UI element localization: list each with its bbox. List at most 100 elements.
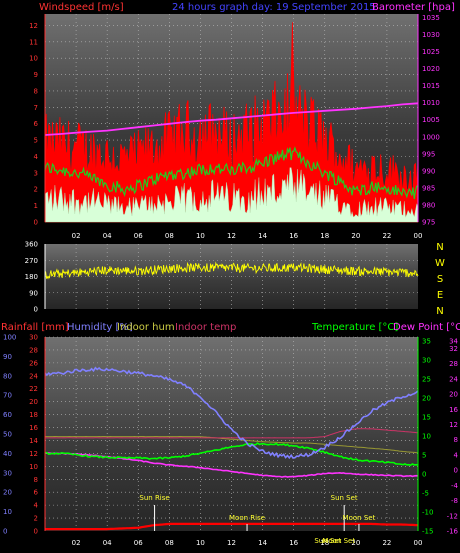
x-tick-label: 00 bbox=[414, 232, 423, 240]
x-tick-label: 14 bbox=[258, 232, 267, 240]
barometer-tick-label: 990 bbox=[422, 167, 435, 175]
temperature-tick-label: 30 bbox=[422, 356, 431, 364]
barometer-tick-label: 995 bbox=[422, 150, 435, 158]
barometer-tick-label: 975 bbox=[422, 219, 435, 227]
x-tick-label: 14 bbox=[258, 539, 267, 547]
wind-tick-label: 0 bbox=[34, 219, 38, 227]
x-tick-label: 12 bbox=[227, 539, 236, 547]
rainfall-tick-label: 28 bbox=[29, 346, 38, 354]
barometer-tick-label: 1005 bbox=[422, 116, 440, 124]
wind-tick-label: 1 bbox=[34, 202, 38, 210]
dew-point-tick-label: 0 bbox=[454, 467, 458, 475]
wind-direction-series bbox=[44, 261, 419, 280]
dew-point-tick-label: -12 bbox=[447, 512, 458, 520]
x-tick-label: 06 bbox=[134, 539, 143, 547]
barometer-label: Barometer [hpa] bbox=[372, 2, 455, 13]
temperature-tick-label: -5 bbox=[422, 489, 429, 497]
x-tick-label: 04 bbox=[103, 539, 112, 547]
sun-rise-marker-label: Sun Rise bbox=[139, 494, 169, 502]
rainfall-tick-label: 4 bbox=[34, 502, 39, 510]
indoor-temp-label: Indoor temp bbox=[175, 322, 236, 333]
direction-tick-label: 360 bbox=[25, 241, 38, 249]
graph-title: 24 hours graph day: 19 September 2015 bbox=[172, 2, 376, 13]
wind-panel-data bbox=[44, 22, 419, 223]
rainfall-tick-label: 24 bbox=[29, 372, 38, 380]
indoor-temp-series bbox=[44, 428, 419, 439]
temperature-tick-label: 25 bbox=[422, 375, 431, 383]
humidity-tick-label: 50 bbox=[3, 431, 12, 439]
rainfall-tick-label: 6 bbox=[34, 489, 39, 497]
dew-point-tick-label: -16 bbox=[447, 528, 459, 536]
dew-point-tick-label: -8 bbox=[451, 497, 458, 505]
indoor-hum-label: Indoor hum bbox=[117, 322, 175, 333]
temperature-tick-label: 0 bbox=[422, 470, 426, 478]
dew-point-tick-label: -4 bbox=[451, 482, 459, 490]
temperature-series bbox=[44, 442, 419, 467]
climate-panel-axes: 0102030405060708090100024681012141618202… bbox=[3, 334, 459, 548]
rainfall-tick-label: 26 bbox=[29, 359, 38, 367]
dew-point-tick-label: 8 bbox=[454, 436, 458, 444]
rainfall-tick-label: 0 bbox=[34, 528, 38, 536]
barometer-tick-label: 1020 bbox=[422, 65, 440, 73]
compass-letter: E bbox=[437, 290, 443, 301]
wind-tick-label: 4 bbox=[34, 153, 39, 161]
x-tick-label: 10 bbox=[196, 539, 205, 547]
direction-panel-grid bbox=[45, 244, 418, 309]
direction-tick-label: 0 bbox=[34, 306, 38, 314]
moon-set-small-label: Moon Set bbox=[322, 537, 355, 545]
dew-point-tick-label: 28 bbox=[449, 360, 458, 368]
direction-tick-label: 180 bbox=[25, 273, 38, 281]
rainfall-tick-label: 22 bbox=[29, 385, 38, 393]
indoor-hum-series bbox=[44, 435, 419, 454]
humidity-tick-label: 90 bbox=[3, 353, 12, 361]
wind-tick-label: 10 bbox=[29, 55, 38, 63]
x-tick-label: 22 bbox=[382, 232, 391, 240]
barometer-tick-label: 1030 bbox=[422, 31, 440, 39]
rainfall-tick-label: 10 bbox=[29, 463, 38, 471]
direction-panel-axes: 0 90 180 270 360 bbox=[25, 241, 46, 314]
humidity-tick-label: 0 bbox=[3, 528, 7, 536]
dew-point-tick-label: 24 bbox=[449, 375, 458, 383]
rainfall-label: Rainfall [mm] bbox=[1, 322, 69, 333]
x-tick-label: 10 bbox=[196, 232, 205, 240]
temperature-tick-label: 20 bbox=[422, 394, 431, 402]
wind-tick-label: 11 bbox=[29, 38, 38, 46]
temperature-label: Temperature [°C] bbox=[311, 322, 398, 333]
barometer-series bbox=[44, 102, 419, 136]
rainfall-tick-label: 2 bbox=[34, 515, 38, 523]
dew-point-label: Dew Point [°C] bbox=[393, 322, 460, 333]
rainfall-tick-label: 12 bbox=[29, 450, 38, 458]
moon-set-marker-label: Moon Set bbox=[343, 514, 376, 522]
dew-point-tick-label: 16 bbox=[449, 406, 458, 414]
humidity-tick-label: 100 bbox=[3, 334, 16, 342]
rainfall-tick-label: 20 bbox=[29, 398, 38, 406]
barometer-tick-label: 980 bbox=[422, 201, 435, 209]
rainfall-series bbox=[45, 522, 419, 531]
x-tick-label: 18 bbox=[320, 539, 329, 547]
humidity-tick-label: 70 bbox=[3, 392, 12, 400]
temperature-tick-label: -10 bbox=[422, 508, 433, 516]
wind-min-series bbox=[44, 167, 419, 223]
temperature-tick-label: 10 bbox=[422, 432, 431, 440]
humidity-series bbox=[44, 366, 419, 460]
x-tick-label: 06 bbox=[134, 232, 143, 240]
direction-tick-label: 90 bbox=[29, 289, 38, 297]
compass-letter: W bbox=[435, 258, 445, 269]
compass-letter: N bbox=[436, 306, 443, 317]
wind-tick-label: 8 bbox=[34, 87, 38, 95]
barometer-tick-label: 985 bbox=[422, 184, 435, 192]
rainfall-tick-label: 16 bbox=[29, 424, 38, 432]
humidity-tick-label: 80 bbox=[3, 372, 12, 380]
humidity-tick-label: 20 bbox=[3, 489, 12, 497]
x-tick-label: 08 bbox=[165, 539, 174, 547]
direction-tick-label: 270 bbox=[25, 257, 38, 265]
climate-panel-data bbox=[44, 366, 419, 531]
rainfall-tick-label: 30 bbox=[29, 334, 38, 342]
barometer-tick-label: 1035 bbox=[422, 14, 440, 22]
humidity-tick-label: 60 bbox=[3, 411, 12, 419]
temperature-tick-label: 5 bbox=[422, 451, 426, 459]
x-tick-label: 16 bbox=[289, 232, 298, 240]
